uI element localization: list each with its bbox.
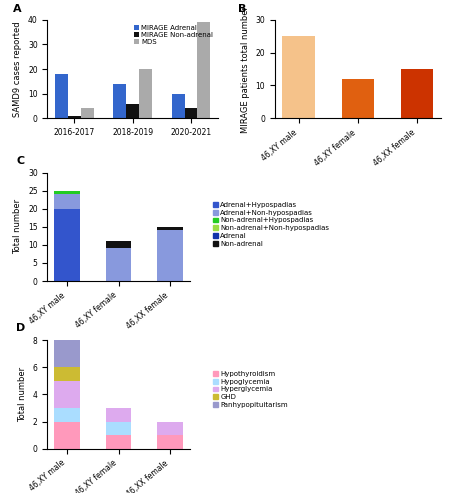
Y-axis label: MIRAGE patients total number: MIRAGE patients total number xyxy=(241,5,250,133)
Bar xyxy=(342,79,374,118)
Bar xyxy=(106,435,131,449)
Bar xyxy=(54,340,80,367)
Text: A: A xyxy=(13,4,22,14)
Bar xyxy=(106,241,131,248)
Bar xyxy=(81,108,94,118)
Bar xyxy=(113,84,126,118)
Bar xyxy=(54,381,80,408)
Bar xyxy=(106,422,131,435)
Bar xyxy=(54,191,80,194)
Bar xyxy=(106,408,131,422)
Bar xyxy=(401,69,433,118)
Bar xyxy=(126,104,139,118)
Legend: Adrenal+Hypospadias, Adrenal+Non-hypospadias, Non-adrenal+Hypospadias, Non-adren: Adrenal+Hypospadias, Adrenal+Non-hypospa… xyxy=(212,201,330,247)
Legend: Hypothyroidism, Hypoglycemia, Hyperglycemia, GHD, Panhypopituitarism: Hypothyroidism, Hypoglycemia, Hyperglyce… xyxy=(212,370,289,409)
Bar xyxy=(106,248,131,281)
Bar xyxy=(55,74,68,118)
Bar xyxy=(172,94,185,118)
Bar xyxy=(283,36,315,118)
Bar xyxy=(54,367,80,381)
Y-axis label: Total number: Total number xyxy=(18,367,27,422)
Y-axis label: SAMD9 cases reported: SAMD9 cases reported xyxy=(13,21,22,117)
Bar xyxy=(198,22,210,118)
Legend: MIRAGE Adrenal, MIRAGE Non-adrenal, MDS: MIRAGE Adrenal, MIRAGE Non-adrenal, MDS xyxy=(132,23,215,47)
Bar xyxy=(54,408,80,422)
Bar xyxy=(139,69,152,118)
Bar xyxy=(157,227,183,230)
Text: D: D xyxy=(16,323,26,333)
Text: C: C xyxy=(16,156,24,166)
Bar xyxy=(68,116,81,118)
Bar xyxy=(185,108,198,118)
Bar xyxy=(157,435,183,449)
Y-axis label: Total number: Total number xyxy=(13,199,22,254)
Bar xyxy=(54,194,80,209)
Bar xyxy=(157,422,183,435)
Bar xyxy=(54,422,80,449)
Text: B: B xyxy=(238,4,247,14)
Bar xyxy=(157,230,183,281)
Bar xyxy=(54,209,80,281)
